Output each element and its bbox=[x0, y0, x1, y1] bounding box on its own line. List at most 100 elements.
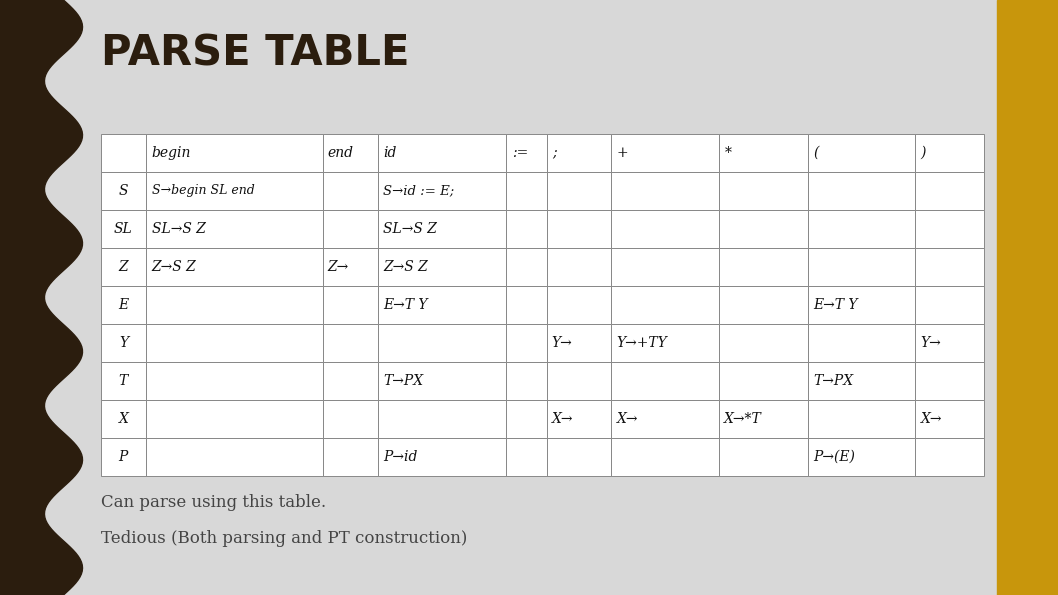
Bar bbox=[915, 248, 984, 286]
Text: Z→S Z: Z→S Z bbox=[383, 260, 427, 274]
Text: Z→S Z: Z→S Z bbox=[151, 260, 197, 274]
Bar bbox=[915, 400, 984, 438]
Text: P→(E): P→(E) bbox=[813, 450, 855, 464]
Text: begin: begin bbox=[151, 146, 190, 160]
Bar bbox=[807, 210, 915, 248]
Text: S: S bbox=[118, 184, 128, 198]
Text: (: ( bbox=[813, 146, 818, 160]
Bar bbox=[146, 210, 323, 248]
Bar bbox=[547, 400, 612, 438]
Text: Y: Y bbox=[118, 336, 128, 350]
Bar bbox=[915, 134, 984, 172]
Text: T→PX: T→PX bbox=[813, 374, 853, 388]
Text: E: E bbox=[118, 298, 128, 312]
Bar bbox=[507, 438, 547, 476]
Text: +: + bbox=[617, 146, 628, 160]
Text: Can parse using this table.: Can parse using this table. bbox=[101, 494, 326, 511]
Text: P→id: P→id bbox=[383, 450, 418, 464]
Bar bbox=[378, 400, 507, 438]
Bar bbox=[101, 324, 146, 362]
Bar bbox=[323, 362, 378, 400]
Text: P: P bbox=[118, 450, 128, 464]
Bar bbox=[807, 286, 915, 324]
Text: ): ) bbox=[920, 146, 926, 160]
Text: Y→: Y→ bbox=[920, 336, 942, 350]
Text: end: end bbox=[328, 146, 353, 160]
Bar bbox=[612, 400, 719, 438]
Bar bbox=[101, 438, 146, 476]
Bar bbox=[547, 286, 612, 324]
Bar bbox=[323, 210, 378, 248]
Bar bbox=[719, 324, 807, 362]
Bar bbox=[101, 286, 146, 324]
Bar bbox=[915, 362, 984, 400]
Text: PARSE TABLE: PARSE TABLE bbox=[101, 33, 409, 75]
Text: *: * bbox=[725, 146, 731, 160]
Bar bbox=[612, 248, 719, 286]
Bar bbox=[719, 210, 807, 248]
Bar bbox=[719, 400, 807, 438]
Bar bbox=[101, 400, 146, 438]
Bar bbox=[146, 172, 323, 210]
Bar bbox=[719, 286, 807, 324]
Text: id: id bbox=[383, 146, 397, 160]
Bar bbox=[507, 286, 547, 324]
Text: Y→+TY: Y→+TY bbox=[617, 336, 668, 350]
Bar bbox=[378, 362, 507, 400]
Bar bbox=[146, 248, 323, 286]
Bar bbox=[547, 362, 612, 400]
Bar bbox=[612, 286, 719, 324]
Bar bbox=[915, 438, 984, 476]
Text: E→T Y: E→T Y bbox=[813, 298, 857, 312]
Text: ;: ; bbox=[552, 146, 557, 160]
Bar bbox=[101, 172, 146, 210]
Bar bbox=[146, 286, 323, 324]
Text: X→: X→ bbox=[920, 412, 942, 426]
Bar bbox=[719, 134, 807, 172]
Bar bbox=[323, 248, 378, 286]
Bar bbox=[146, 134, 323, 172]
Bar bbox=[719, 438, 807, 476]
Bar bbox=[547, 248, 612, 286]
Bar bbox=[915, 286, 984, 324]
Text: SL→S Z: SL→S Z bbox=[151, 222, 205, 236]
Bar bbox=[323, 324, 378, 362]
Bar bbox=[807, 248, 915, 286]
Bar bbox=[378, 438, 507, 476]
Bar bbox=[807, 324, 915, 362]
Bar bbox=[915, 210, 984, 248]
Text: T→PX: T→PX bbox=[383, 374, 423, 388]
Bar bbox=[101, 248, 146, 286]
Text: X→: X→ bbox=[617, 412, 638, 426]
Bar bbox=[378, 134, 507, 172]
Bar bbox=[612, 134, 719, 172]
Bar bbox=[323, 438, 378, 476]
Bar bbox=[807, 172, 915, 210]
Bar bbox=[323, 286, 378, 324]
Bar bbox=[547, 324, 612, 362]
Text: T: T bbox=[118, 374, 128, 388]
Polygon shape bbox=[0, 0, 83, 595]
Bar bbox=[915, 172, 984, 210]
Bar bbox=[323, 400, 378, 438]
Text: Y→: Y→ bbox=[552, 336, 572, 350]
Bar bbox=[378, 324, 507, 362]
Bar bbox=[507, 324, 547, 362]
Bar bbox=[323, 172, 378, 210]
Bar bbox=[378, 210, 507, 248]
Bar bbox=[547, 438, 612, 476]
Bar bbox=[547, 210, 612, 248]
Bar bbox=[323, 134, 378, 172]
Bar bbox=[378, 286, 507, 324]
Text: S→begin SL end: S→begin SL end bbox=[151, 184, 254, 198]
Bar bbox=[378, 248, 507, 286]
Bar bbox=[507, 248, 547, 286]
Bar bbox=[612, 362, 719, 400]
Text: Tedious (Both parsing and PT construction): Tedious (Both parsing and PT constructio… bbox=[101, 530, 467, 547]
Bar bbox=[807, 362, 915, 400]
Bar bbox=[997, 0, 1058, 595]
Bar bbox=[146, 438, 323, 476]
Bar bbox=[612, 172, 719, 210]
Text: SL: SL bbox=[114, 222, 132, 236]
Bar bbox=[719, 362, 807, 400]
